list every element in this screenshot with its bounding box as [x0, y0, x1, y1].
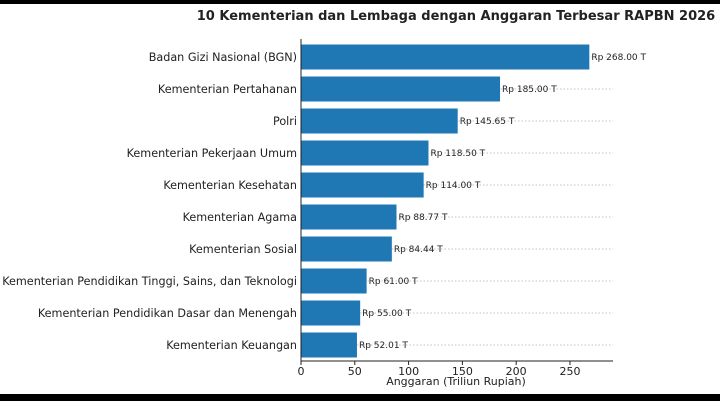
x-axis-label: Anggaran (Triliun Rupiah) [386, 375, 526, 388]
bar [301, 204, 397, 230]
x-tick-label: 0 [298, 365, 305, 378]
x-tick-label: 50 [348, 365, 362, 378]
data-label: Rp 55.00 T [362, 309, 411, 319]
data-label: Rp 145.65 T [460, 117, 515, 127]
data-label: Rp 84.44 T [394, 245, 443, 255]
data-label: Rp 118.50 T [430, 149, 485, 159]
category-label: Kementerian Pendidikan Tinggi, Sains, da… [2, 275, 297, 288]
data-labels: Rp 268.00 T Rp 185.00 T Rp 145.65 T Rp 118.… [359, 53, 647, 351]
bar-chart: 10 Kementerian dan Lembaga dengan Anggar… [2, 9, 715, 388]
x-tick-label: 250 [559, 365, 580, 378]
category-label: Polri [273, 115, 297, 128]
chart-title: 10 Kementerian dan Lembaga dengan Anggar… [197, 9, 715, 24]
category-label: Kementerian Pekerjaan Umum [127, 147, 297, 160]
x-tick-label: 150 [452, 365, 473, 378]
data-label: Rp 61.00 T [369, 277, 418, 287]
category-labels: Badan Gizi Nasional (BGN) Kementerian Per… [2, 51, 297, 352]
category-label: Kementerian Kesehatan [163, 179, 297, 192]
x-tick-label: 200 [506, 365, 527, 378]
category-label: Kementerian Pertahanan [158, 83, 297, 96]
x-tick-label: 100 [398, 365, 419, 378]
bar [301, 76, 501, 102]
category-label: Badan Gizi Nasional (BGN) [149, 51, 297, 64]
data-label: Rp 185.00 T [502, 85, 557, 95]
bar [301, 140, 429, 166]
x-ticks: 0 50 100 150 200 250 [298, 361, 580, 378]
bar [301, 300, 361, 326]
data-label: Rp 52.01 T [359, 341, 408, 351]
bar [301, 172, 424, 198]
data-label: Rp 268.00 T [591, 53, 646, 63]
bar [301, 268, 367, 294]
chart-frame: 10 Kementerian dan Lembaga dengan Anggar… [0, 4, 720, 394]
category-label: Kementerian Keuangan [166, 339, 297, 352]
axes [300, 39, 613, 362]
data-label: Rp 88.77 T [399, 213, 448, 223]
bar [301, 44, 590, 70]
bar [301, 332, 357, 358]
category-label: Kementerian Sosial [189, 243, 297, 256]
bar [301, 236, 392, 262]
bars [301, 44, 590, 358]
bar [301, 108, 458, 134]
category-label: Kementerian Pendidikan Dasar dan Menenga… [38, 307, 297, 320]
data-label: Rp 114.00 T [426, 181, 481, 191]
category-label: Kementerian Agama [183, 211, 297, 224]
